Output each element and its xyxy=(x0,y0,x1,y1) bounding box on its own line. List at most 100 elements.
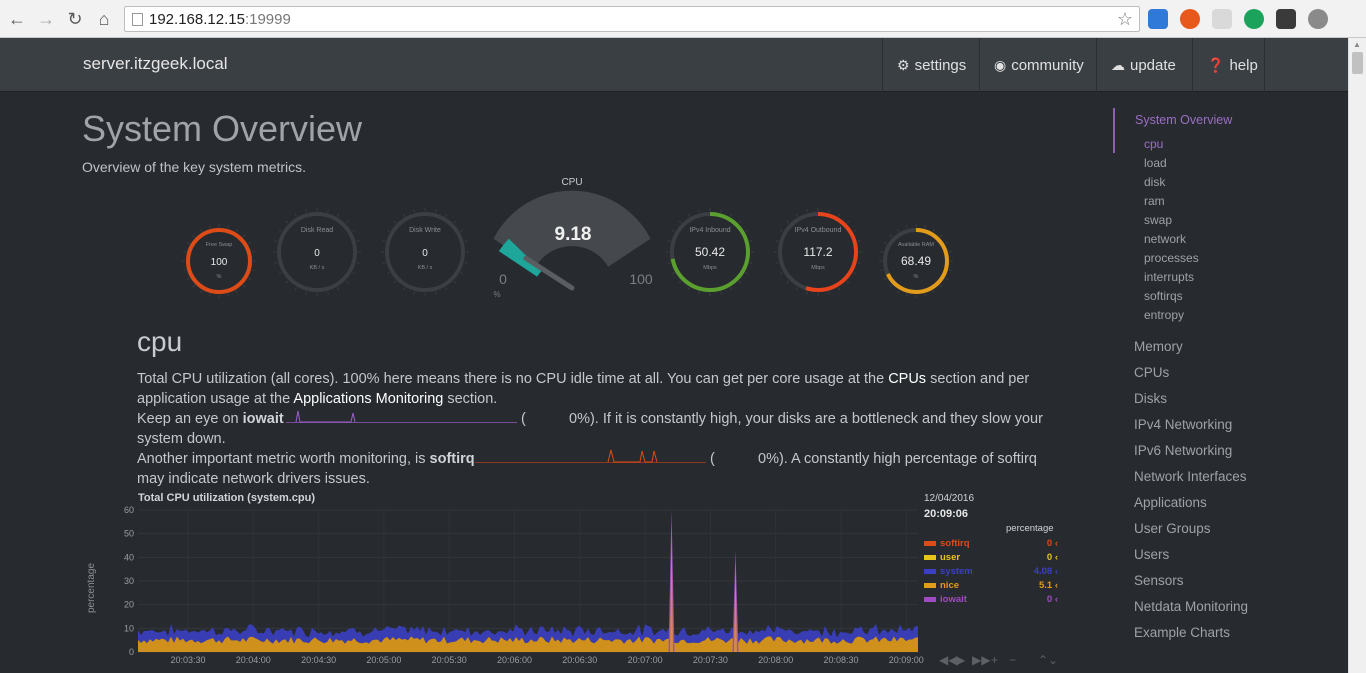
pan-right-icon[interactable]: ▶▶ xyxy=(972,653,991,667)
gauge-label: Disk Write xyxy=(409,227,441,234)
extension-grammarly-icon[interactable] xyxy=(1244,9,1264,29)
gear-icon: ⚙ xyxy=(897,57,910,73)
sidebar-item-sensors[interactable]: Sensors xyxy=(1134,573,1184,588)
gauge-disk-write[interactable]: Disk Write 0 KB / s xyxy=(381,208,469,296)
page-scrollbar[interactable]: ▲ xyxy=(1348,38,1366,673)
cpu-gauge-track xyxy=(493,190,651,267)
sidebar-item-applications[interactable]: Applications xyxy=(1134,495,1207,510)
sidebar-item-ipv4-networking[interactable]: IPv4 Networking xyxy=(1134,417,1233,432)
gauge-track xyxy=(385,212,465,292)
legend-value: 0 ‹ xyxy=(1046,594,1058,605)
community-button[interactable]: ◉ community xyxy=(979,38,1096,92)
sidebar-subitem-softirqs[interactable]: softirqs xyxy=(1144,289,1183,303)
sidebar-item-netdata-monitoring[interactable]: Netdata Monitoring xyxy=(1134,599,1249,614)
bookmark-star-icon[interactable]: ☆ xyxy=(1116,9,1133,29)
sidebar-item-ipv6-networking[interactable]: IPv6 Networking xyxy=(1134,443,1233,458)
softirq-sparkline-peaks xyxy=(607,449,658,463)
extension-square-icon[interactable] xyxy=(1276,9,1296,29)
gauge-ticks xyxy=(879,224,953,298)
sidebar-item-disks[interactable]: Disks xyxy=(1134,391,1167,406)
back-icon[interactable]: ← xyxy=(8,9,26,29)
y-tick-label: 10 xyxy=(124,623,134,633)
legend-item-softirq[interactable]: softirq 0 ‹ xyxy=(924,537,1060,551)
page-subtitle: Overview of the key system metrics. xyxy=(82,159,307,175)
sidebar-item-network-interfaces[interactable]: Network Interfaces xyxy=(1134,469,1247,484)
sidebar-item-example-charts[interactable]: Example Charts xyxy=(1134,625,1231,640)
cpu-description-2: application usage at the Applications Mo… xyxy=(137,389,1037,409)
legend-value: 0 ‹ xyxy=(1046,552,1058,563)
sidebar-subitem-load[interactable]: load xyxy=(1144,156,1167,170)
legend-item-system[interactable]: system 4.08 ‹ xyxy=(924,565,1060,579)
scroll-up-arrow-icon[interactable]: ▲ xyxy=(1353,40,1361,49)
applications-monitoring-link[interactable]: Applications Monitoring xyxy=(293,391,444,407)
extension-check-icon[interactable] xyxy=(1148,9,1168,29)
softirq-line: Another important metric worth monitorin… xyxy=(137,449,497,469)
sidebar-subitem-entropy[interactable]: entropy xyxy=(1144,308,1185,322)
sidebar-subitem-ram[interactable]: ram xyxy=(1144,194,1165,208)
settings-button[interactable]: ⚙ settings xyxy=(882,38,979,92)
gauge-available-ram[interactable]: Available RAM 68.49% xyxy=(879,224,953,298)
brand-hostname[interactable]: server.itzgeek.local xyxy=(83,54,228,73)
cpu-gauge-title: CPU xyxy=(561,177,582,188)
gauge-free-swap[interactable]: Free Swap 100% xyxy=(182,224,256,298)
sidebar-subitem-swap[interactable]: swap xyxy=(1144,213,1173,227)
sidebar-subitem-disk[interactable]: disk xyxy=(1144,175,1166,189)
gauge-label: Disk Read xyxy=(301,227,333,234)
zoom-in-icon[interactable]: + xyxy=(991,653,999,667)
gauge-label: IPv4 Outbound xyxy=(795,227,842,234)
y-tick-label: 40 xyxy=(124,552,134,562)
gauge-ipv4-outbound[interactable]: IPv4 Outbound 117.2 Mbps xyxy=(774,208,862,296)
top-navbar: server.itzgeek.local ⚙ settings ◉ communit… xyxy=(0,38,1348,92)
gauge-arc xyxy=(778,212,858,292)
gauge-ticks xyxy=(666,208,754,296)
x-tick-label: 20:08:30 xyxy=(823,655,858,665)
text-fragment: application usage at the xyxy=(137,391,294,407)
sidebar-subitem-interrupts[interactable]: interrupts xyxy=(1144,270,1195,284)
chart-ylabel: percentage xyxy=(86,563,97,613)
legend-item-user[interactable]: user 0 ‹ xyxy=(924,551,1060,565)
extension-globe-icon[interactable] xyxy=(1308,9,1328,29)
extension-brave-icon[interactable] xyxy=(1180,9,1200,29)
legend-item-nice[interactable]: nice 5.1 ‹ xyxy=(924,579,1060,593)
address-bar[interactable]: 192.168.12.15:19999 ☆ xyxy=(124,6,1140,32)
zoom-out-icon[interactable]: − xyxy=(1009,653,1017,667)
legend-swatch xyxy=(924,597,936,602)
home-icon[interactable]: ⌂ xyxy=(98,9,110,29)
legend-name: nice xyxy=(940,580,960,591)
legend-swatch xyxy=(924,569,936,574)
cpus-link[interactable]: CPUs xyxy=(888,371,927,387)
iowait-paren: ( xyxy=(521,411,526,427)
resize-icon[interactable]: ⌃⌄ xyxy=(1038,653,1059,667)
gauge-ticks xyxy=(774,208,862,296)
x-tick-label: 20:04:30 xyxy=(301,655,336,665)
text-fragment: Keep an eye on xyxy=(137,411,243,427)
page-icon xyxy=(132,13,143,26)
gauge-value: 0 xyxy=(314,248,320,259)
cpu-gauge-fill[interactable] xyxy=(498,238,542,277)
legend-swatch xyxy=(924,583,936,588)
reload-icon[interactable]: ↻ xyxy=(67,9,83,29)
sidebar-subitem-cpu[interactable]: cpu xyxy=(1144,137,1164,151)
sidebar-item-user-groups[interactable]: User Groups xyxy=(1134,521,1211,536)
sidebar-item-cpus[interactable]: CPUs xyxy=(1134,365,1170,380)
scroll-thumb[interactable] xyxy=(1352,52,1363,74)
extension-shield-icon[interactable] xyxy=(1212,9,1232,29)
sidebar-item-memory[interactable]: Memory xyxy=(1134,339,1183,354)
sidebar-item-users[interactable]: Users xyxy=(1134,547,1170,562)
legend-item-iowait[interactable]: iowait 0 ‹ xyxy=(924,593,1060,607)
gauge-disk-read[interactable]: Disk Read 0 KB / s xyxy=(273,208,361,296)
update-button[interactable]: ☁ update xyxy=(1096,38,1192,92)
play-icon[interactable]: ▶ xyxy=(956,653,966,667)
help-button[interactable]: ❓ help xyxy=(1192,38,1265,92)
gauge-ipv4-inbound[interactable]: IPv4 Inbound 50.42 Mbps xyxy=(666,208,754,296)
pan-left-icon[interactable]: ◀◀ xyxy=(939,653,958,667)
sidebar-item-system-overview[interactable]: System Overview xyxy=(1135,113,1233,127)
sidebar-subitem-network[interactable]: network xyxy=(1144,232,1187,246)
legend-time: 20:09:06 xyxy=(924,508,969,520)
sidebar-subitem-processes[interactable]: processes xyxy=(1144,251,1199,265)
forward-icon[interactable]: → xyxy=(37,9,55,29)
text-fragment: ). A constantly high percentage of softi… xyxy=(778,451,1037,467)
x-tick-label: 20:08:00 xyxy=(758,655,793,665)
legend-name: softirq xyxy=(940,538,970,549)
